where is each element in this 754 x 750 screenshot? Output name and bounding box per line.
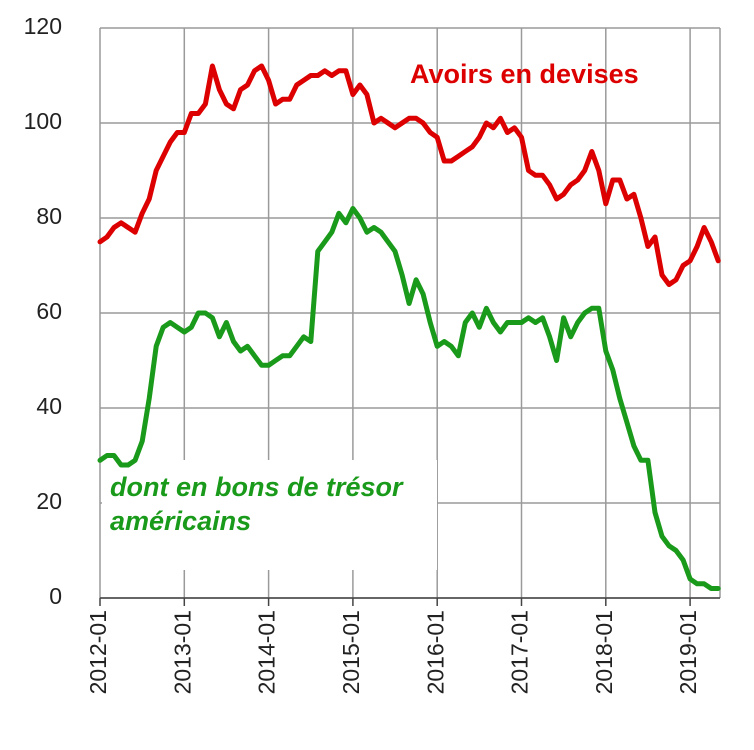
x-tick-label: 2014-01 [254,610,280,694]
series-line [97,206,721,591]
series-label: dont en bons de trésor américains [110,472,403,536]
x-tick-label: 2016-01 [422,610,448,694]
x-tick-label: 2017-01 [507,610,533,694]
y-tick-label: 100 [24,108,62,134]
x-tick-label: 2013-01 [169,610,195,694]
y-tick-label: 0 [49,583,62,609]
y-tick-label: 40 [36,393,62,419]
x-tick-label: 2012-01 [85,610,111,694]
y-tick-label: 60 [36,298,62,324]
series-label: Avoirs en devises [410,59,639,89]
x-tick-label: 2019-01 [675,610,701,694]
label-box [102,460,437,570]
y-tick-label: 120 [24,13,62,39]
x-tick-label: 2018-01 [591,610,617,694]
y-tick-label: 20 [36,488,62,514]
y-tick-label: 80 [36,203,62,229]
x-tick-label: 2015-01 [338,610,364,694]
series-line [97,63,721,287]
